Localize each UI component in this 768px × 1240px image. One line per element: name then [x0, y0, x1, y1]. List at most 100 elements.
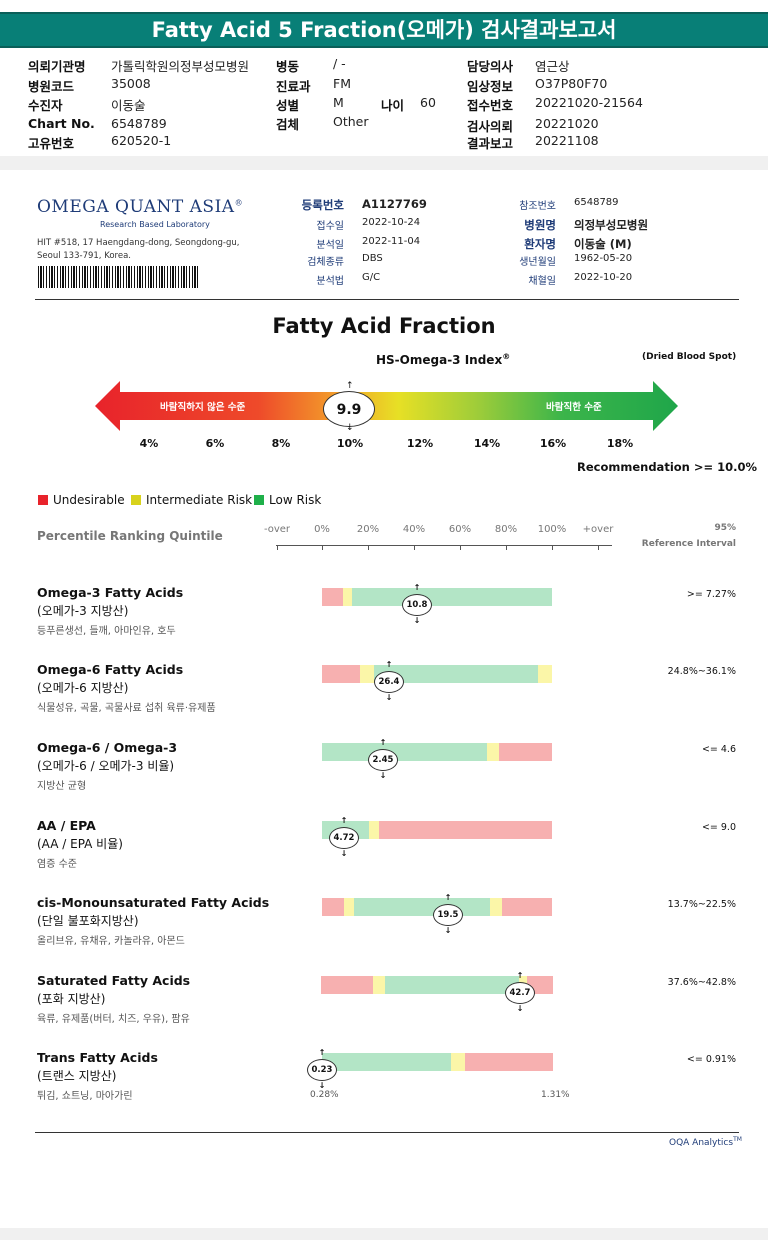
patient-info-value: 이동술 (M)	[574, 237, 632, 251]
result-range-bar	[322, 588, 552, 606]
header-value-clinical-info: O37P80F70	[535, 76, 608, 91]
index-tick-label: 8%	[271, 437, 291, 450]
range-segment-red	[322, 588, 343, 606]
result-reference-range: <= 0.91%	[686, 1054, 736, 1065]
result-value-marker: 10.8	[402, 594, 432, 616]
range-segment-red	[322, 898, 344, 916]
range-segment-yellow	[343, 588, 352, 606]
range-segment-yellow	[451, 1053, 465, 1071]
legend-undesirable: Undesirable	[38, 493, 125, 507]
percentile-tick-label: 0%	[314, 524, 330, 535]
result-name: Saturated Fatty Acids	[37, 973, 191, 988]
range-segment-yellow	[487, 743, 499, 761]
result-value-marker: 42.7	[505, 982, 535, 1004]
result-subtitle: (오메가-6 지방산)	[37, 681, 129, 695]
lab-info-value: 2022-10-24	[362, 217, 421, 228]
patient-info-label: 채혈일	[528, 276, 556, 287]
range-segment-green	[352, 588, 552, 606]
percentile-tick-label: 40%	[402, 524, 426, 535]
header-value-unique-no: 620520-1	[111, 133, 172, 148]
result-description: 염증 수준	[37, 859, 77, 870]
result-value-marker: 19.5	[433, 904, 463, 926]
result-name: Omega-6 Fatty Acids	[37, 662, 184, 677]
lab-info-label: 분석일	[316, 240, 344, 251]
header-label-clinical-info: 임상정보	[467, 79, 514, 94]
header-label-specimen: 검체	[276, 117, 300, 132]
result-reference-range: 24.8%~36.1%	[667, 666, 736, 677]
result-description: 튀김, 쇼트닝, 마아가린	[37, 1091, 133, 1102]
patient-info-value: 6548789	[574, 197, 619, 208]
percentile-tick-mark	[368, 545, 369, 550]
result-reference-range: 37.6%~42.8%	[667, 977, 736, 988]
header-value-request-date: 20221020	[535, 116, 599, 131]
percentile-tick-mark	[506, 545, 507, 550]
lab-tagline: Research Based Laboratory	[100, 220, 210, 229]
lab-info-label: 접수일	[316, 221, 344, 232]
result-range-bar	[322, 665, 552, 683]
header-value-specimen: Other	[333, 114, 369, 129]
range-segment-red	[322, 665, 360, 683]
desirable-level-label: 바람직한 수준	[546, 402, 602, 413]
trans-scale-min: 0.28%	[310, 1090, 339, 1100]
lab-address-line2: Seoul 133-791, Korea.	[37, 251, 131, 261]
footer-brand: OQA AnalyticsTM	[669, 1136, 742, 1148]
reference-interval-heading: Reference Interval	[641, 539, 736, 549]
range-segment-red	[502, 898, 552, 916]
percentile-axis	[276, 545, 612, 546]
result-reference-range: 13.7%~22.5%	[667, 899, 736, 910]
legend-swatch-yellow	[131, 495, 141, 505]
lab-info-label: 검체종류	[307, 257, 344, 268]
percentile-tick-mark	[552, 545, 553, 550]
result-name: cis-Monounsaturated Fatty Acids	[37, 895, 270, 910]
index-tick-label: 10%	[336, 437, 364, 450]
range-segment-red	[321, 976, 373, 994]
patient-info-value: 2022-10-20	[574, 272, 633, 283]
lab-info-value: 2022-11-04	[362, 236, 421, 247]
index-tick-label: 4%	[139, 437, 159, 450]
header-label-ward: 병동	[276, 59, 300, 74]
patient-info-value: 1962-05-20	[574, 253, 633, 264]
lab-logo: OMEGA QUANT ASIA®	[37, 197, 244, 217]
header-value-age: 60	[420, 95, 436, 110]
lab-info-label: 분석법	[316, 276, 344, 287]
header-label-sex: 성별	[276, 98, 300, 113]
percentile-tick-mark	[598, 545, 599, 550]
result-subtitle: (트랜스 지방산)	[37, 1069, 117, 1083]
percentile-tick-mark	[460, 545, 461, 550]
result-name: AA / EPA	[37, 818, 96, 833]
legend-intermediate: Intermediate Risk	[131, 493, 252, 507]
header-label-hospital-code: 병원코드	[28, 79, 75, 94]
result-name: Omega-6 / Omega-3	[37, 740, 178, 755]
undesirable-level-label: 바람직하지 않은 수준	[160, 402, 246, 413]
header-value-doctor: 염근상	[535, 59, 570, 74]
range-segment-green	[354, 898, 490, 916]
percentile-tick-label: -over	[263, 524, 291, 535]
range-segment-red	[499, 743, 552, 761]
result-description: 올리브유, 유채유, 카놀라유, 아몬드	[37, 936, 185, 947]
lab-info-value: A1127769	[362, 197, 427, 211]
barcode	[38, 266, 198, 288]
specimen-note: (Dried Blood Spot)	[642, 352, 737, 362]
divider-top	[35, 299, 739, 300]
result-subtitle: (오메가-6 / 오메가-3 비율)	[37, 759, 175, 773]
score-pointer-down-icon: ↓	[346, 423, 354, 433]
range-segment-green	[322, 743, 487, 761]
percentile-tick-mark	[322, 545, 323, 550]
range-segment-yellow	[369, 821, 379, 839]
section-title: Fatty Acid Fraction	[272, 314, 496, 338]
header-label-department: 진료과	[276, 79, 311, 94]
percentile-tick-label: 100%	[537, 524, 567, 535]
range-segment-green	[374, 665, 538, 683]
result-name: Omega-3 Fatty Acids	[37, 585, 184, 600]
trans-scale-max: 1.31%	[541, 1090, 570, 1100]
header-value-sex: M	[333, 95, 344, 110]
omega3-index-score: 9.9	[323, 391, 375, 427]
section-separator	[0, 156, 768, 170]
header-value-institution: 가톨릭학원의정부성모병원	[111, 59, 250, 74]
header-label-doctor: 담당의사	[467, 59, 514, 74]
omega3-index-gradient-arrow	[95, 381, 678, 431]
range-segment-green	[385, 976, 519, 994]
range-segment-yellow	[490, 898, 502, 916]
percentile-title: Percentile Ranking Quintile	[37, 529, 223, 543]
header-value-chart-no: 6548789	[111, 116, 167, 131]
